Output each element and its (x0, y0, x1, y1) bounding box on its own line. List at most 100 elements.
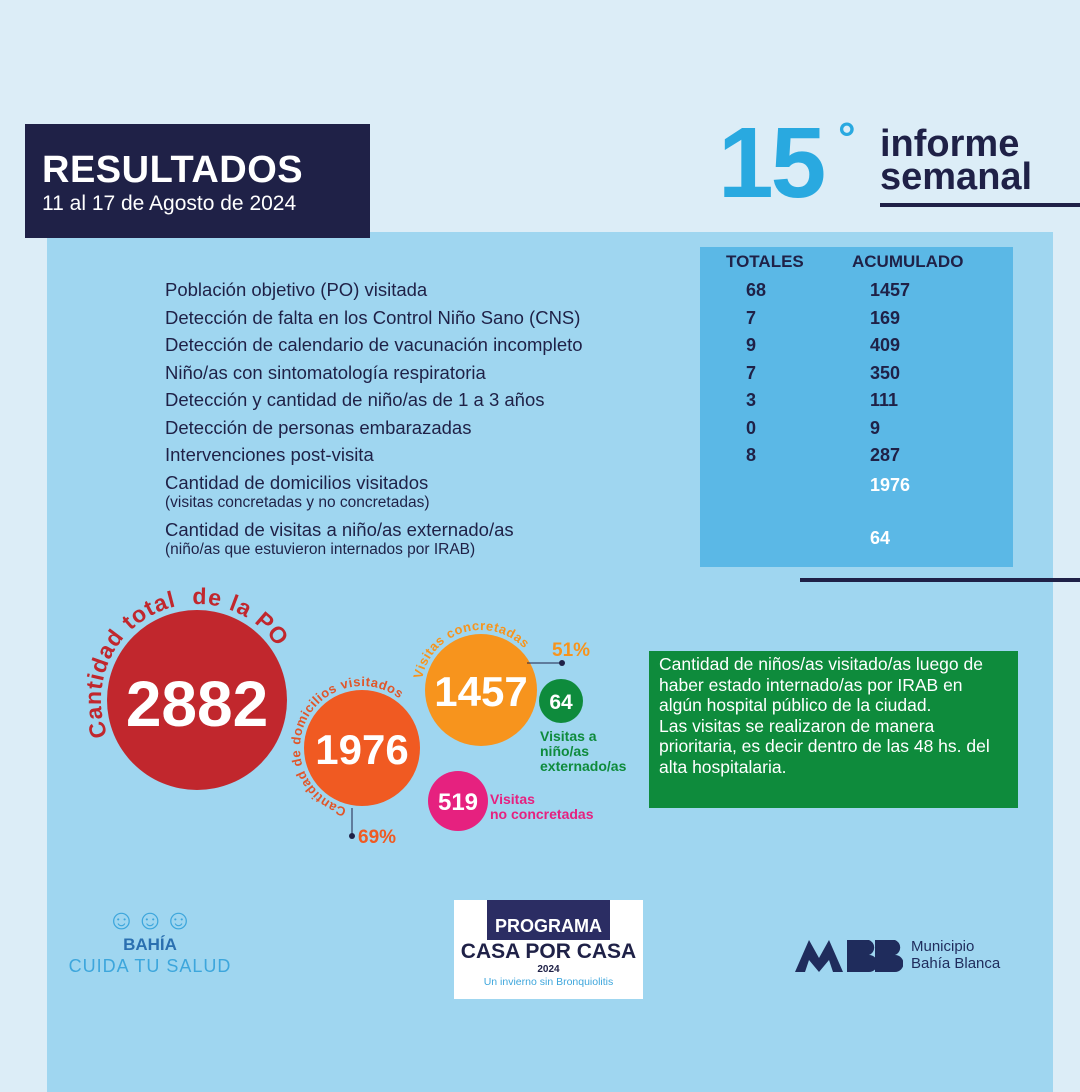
row-label: Cantidad de domicilios visitados (165, 472, 429, 493)
curved-label-glyph: i (298, 708, 313, 719)
row-label: Detección de falta en los Control Niño S… (165, 307, 581, 328)
row-totales: 0 (746, 418, 757, 438)
report-number: 15 (718, 107, 826, 219)
divider (800, 578, 1080, 582)
bahia-cuida-tu-salud-logo: ☺☺☺ BAHÍA CUIDA TU SALUD (60, 905, 240, 1000)
curved-label-glyph: V (410, 668, 427, 680)
domicilios-percent: 69% (358, 827, 396, 848)
row-totales: 8 (746, 445, 757, 465)
table-row-label: Niño/as con sintomatología respiratoria (165, 362, 486, 384)
externados-label-2: niño/as (540, 743, 589, 759)
curved-label-glyph: i (347, 675, 353, 690)
no-concretadas-value: 519 (438, 789, 478, 816)
table-panel (700, 247, 1013, 567)
curved-label-glyph: v (339, 676, 351, 693)
total-value: 2882 (126, 668, 268, 740)
row-totales: 68 (746, 280, 767, 300)
table-row-label: Detección y cantidad de niño/as de 1 a 3… (165, 389, 545, 411)
row-acumulado: 409 (870, 335, 901, 355)
domicilios-value: 1976 (315, 726, 408, 773)
note-text-1: Cantidad de niños/as visitado/as luego d… (659, 654, 983, 715)
report-degree: ° (838, 114, 856, 163)
row-acumulado: 1457 (870, 280, 911, 300)
concretadas-percent: 51% (552, 640, 590, 661)
pointer-dot (349, 833, 355, 839)
programa-casa-por-casa-logo: PROGRAMA CASA POR CASA 2024 Un invierno … (454, 900, 643, 999)
curved-label-glyph: s (353, 674, 361, 690)
table-row-label: Detección de falta en los Control Niño S… (165, 307, 580, 329)
row-acumulado: 350 (870, 363, 901, 383)
no-concretadas-label-1: Visitas (490, 791, 535, 807)
col-header-acumulado: ACUMULADO (852, 252, 964, 271)
table-row-label: Intervenciones post-visita (165, 444, 374, 466)
row-label: Detección y cantidad de niño/as de 1 a 3… (165, 389, 545, 410)
curved-label-glyph: o (289, 726, 306, 737)
curved-label-glyph: i (413, 663, 428, 672)
row-acumulado: 169 (870, 308, 901, 328)
curved-label-glyph: d (192, 583, 207, 609)
row-label: Detección de calendario de vacunación in… (165, 334, 583, 355)
col-header-totales: TOTALES (726, 252, 804, 271)
row-totales: 7 (746, 308, 757, 328)
row-acumulado: 1976 (870, 475, 911, 495)
people-icon: ☺☺☺ (107, 904, 193, 935)
curved-label-glyph: t (492, 620, 500, 636)
row-label: Detección de personas embarazadas (165, 417, 472, 438)
row-acumulado: 111 (870, 390, 899, 410)
note-box: Cantidad de niños/as visitado/as luego d… (649, 651, 1018, 808)
curved-label-glyph: a (370, 675, 381, 691)
prog-text-a: PROGRAMA (487, 900, 610, 940)
bubble-no-concretadas (428, 771, 488, 831)
mbb-icon (795, 940, 903, 972)
mbb-text-b: Bahía Blanca (911, 955, 1001, 972)
prog-year: 2024 (537, 964, 560, 975)
curved-label-glyph: i (419, 650, 434, 661)
curved-label-glyph: t (81, 679, 108, 691)
row-acumulado: 287 (870, 445, 901, 465)
municipio-logo: Municipio Bahía Blanca (795, 938, 1000, 972)
table-row-label: Detección de calendario de vacunación in… (165, 334, 583, 356)
curved-label-glyph: t (365, 674, 371, 689)
no-concretadas-label-2: no concretadas (490, 806, 594, 822)
row-acumulado: 9 (870, 418, 881, 438)
row-acumulado: 64 (870, 528, 891, 548)
curved-label-glyph: e (485, 618, 494, 634)
report-label-1: informe (880, 123, 1020, 165)
title-box: RESULTADOS 11 al 17 de Agosto de 2024 (25, 124, 370, 238)
table-row-label: Detección de personas embarazadas (165, 417, 471, 439)
curved-label-glyph: i (361, 674, 365, 689)
note-text-2: Las visitas se realizaron de manera prio… (659, 715, 990, 777)
domicilios-label: Cantidad de domicilios vi s i tados (288, 674, 406, 820)
curved-label-glyph: C (83, 718, 113, 741)
externados-label-3: externado/as (540, 758, 627, 774)
curved-label-glyph: n (80, 691, 106, 706)
row-totales: 7 (746, 363, 757, 383)
table-row-label: Cantidad de domicilios visitados (visitas… (165, 472, 429, 512)
report-label: informe semanal (880, 123, 1033, 198)
logo1-text-a: BAHÍA (123, 935, 177, 954)
report-label-2: semanal (880, 156, 1033, 198)
curved-label-glyph: r (480, 618, 485, 633)
concretadas-label: Visitas conc r etadas (410, 618, 532, 680)
curved-label-glyph: a (80, 705, 107, 721)
row-label: Intervenciones post-visita (165, 444, 374, 465)
curved-label-glyph: e (206, 584, 223, 612)
row-sublabel: (niño/as que estuvieron internados por I… (165, 541, 476, 558)
row-label: Población objetivo (PO) visitada (165, 279, 428, 300)
externados-label-1: Visitas a (540, 728, 597, 744)
bubble-total (107, 610, 287, 790)
date-range: 11 al 17 de Agosto de 2024 (42, 192, 297, 215)
row-sublabel: (visitas concretadas y no concretadas) (165, 494, 430, 511)
bubble-domicilios (304, 690, 420, 806)
concretadas-value: 1457 (434, 668, 527, 715)
curved-label-glyph: d (288, 736, 304, 746)
mbb-text-a: Municipio (911, 938, 975, 955)
row-totales: 9 (746, 335, 757, 355)
prog-text-b: CASA POR CASA (460, 940, 637, 963)
divider (880, 203, 1080, 207)
table-row-label: Cantidad de visitas a niño/as externado/… (165, 519, 514, 559)
bubble-externados (539, 679, 583, 723)
table-row-label: Población objetivo (PO) visitada (165, 279, 427, 301)
curved-label-glyph: n (461, 619, 472, 635)
curved-label-glyph: m (292, 713, 310, 730)
